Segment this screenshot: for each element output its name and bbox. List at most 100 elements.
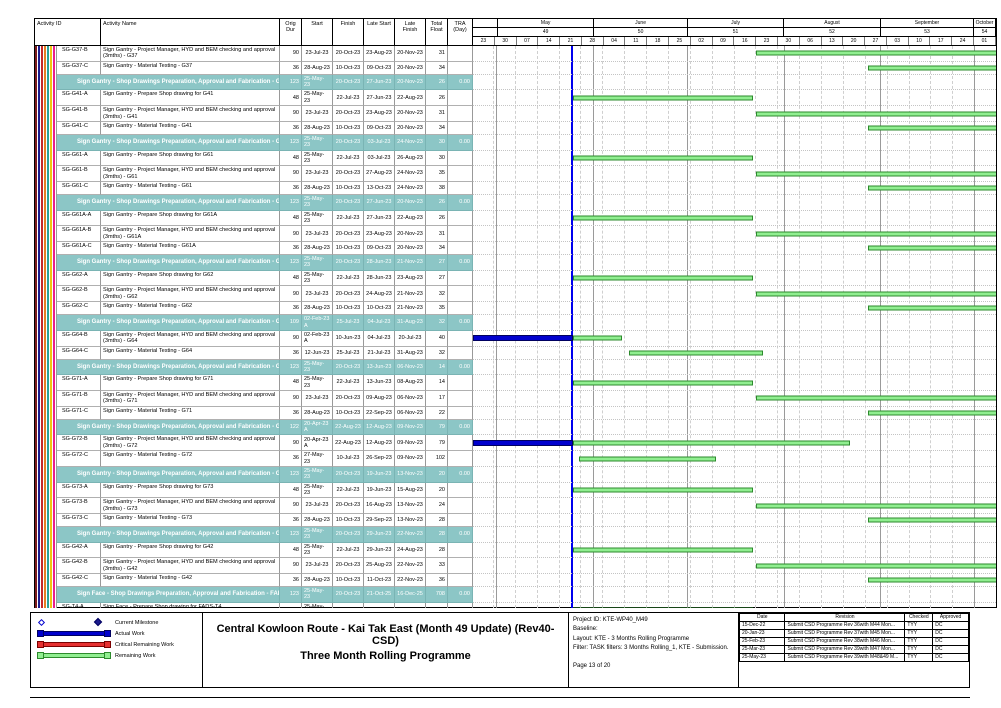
- timeline-week-label: 09: [713, 37, 735, 45]
- activity-name: Sign Gantry - Prepare Shop drawing for G…: [101, 270, 280, 287]
- activity-od: 48: [280, 542, 302, 559]
- gantt-row: [473, 211, 996, 227]
- activity-fn: 20-Oct-23: [333, 46, 364, 62]
- milestone-marker-icon: [93, 617, 103, 627]
- timeline-week-label: 04: [604, 37, 626, 45]
- group-od: 123: [280, 195, 302, 211]
- table-row: SG-G71-B Sign Gantry - Project Manager, H…: [35, 390, 996, 407]
- column-header: Late Finish: [395, 19, 426, 45]
- group-tra: 0.00: [448, 74, 473, 91]
- report-title: Central Kowloon Route - Kai Tak East (Mo…: [216, 623, 555, 647]
- activity-st: 25-May-23: [302, 90, 333, 107]
- gantt-row: [473, 226, 996, 243]
- bottom-rule: [30, 697, 970, 698]
- gantt-row: [473, 315, 996, 331]
- remaining-work-bar: [572, 607, 754, 608]
- gantt-row: [473, 420, 996, 436]
- gantt-row: [473, 271, 996, 287]
- color-stripes: [35, 587, 57, 603]
- activity-st: 28-Aug-23: [302, 302, 333, 316]
- gantt-row: [473, 498, 996, 514]
- color-stripes: [35, 134, 57, 151]
- legend-bar: [40, 631, 108, 636]
- activity-name: Sign Gantry - Project Manager, HYD and B…: [101, 286, 280, 303]
- activity-st: 28-Aug-23: [302, 406, 333, 420]
- activity-tf: 27: [426, 270, 448, 287]
- group-lf: 13-Nov-23: [395, 466, 426, 483]
- timeline-week-label: 24: [952, 37, 974, 45]
- color-stripes: [35, 226, 57, 243]
- gantt-row: [473, 467, 996, 483]
- activity-ls: 27-Jun-23: [364, 210, 395, 227]
- activity-lf: 20-Nov-23: [395, 121, 426, 135]
- group-tra: 0.00: [448, 526, 473, 543]
- legend: Current Milestone Actual Work Critical Rem…: [31, 613, 203, 687]
- timeline-week-label: 23: [473, 37, 495, 45]
- table-row: SG-G72-C Sign Gantry - Material Testing -…: [35, 451, 996, 467]
- activity-name: Sign Gantry - Prepare Shop drawing for G…: [101, 375, 280, 391]
- activity-tra: [448, 330, 473, 347]
- activity-id: SG-G73-B: [57, 498, 101, 514]
- project-info: Project ID: KTE-WP40_M49 Baseline: Layout:…: [569, 613, 739, 687]
- activity-od: 90: [280, 166, 302, 183]
- group-lf: 24-Nov-23: [395, 134, 426, 151]
- remaining-work-bar: [756, 563, 996, 569]
- activity-fn: 20-Oct-23: [333, 498, 364, 514]
- activity-od: 48: [280, 90, 302, 107]
- table-row: SG-G71-C Sign Gantry - Material Testing -…: [35, 406, 996, 420]
- activity-ls: 27-Jun-23: [364, 90, 395, 107]
- activity-od: 90: [280, 226, 302, 243]
- group-row: Sign Gantry - Shop Drawings Preparation,…: [35, 134, 996, 151]
- activity-fn: 10-Oct-23: [333, 121, 364, 135]
- activity-ls: 28-Jun-23: [364, 270, 395, 287]
- timeline-week-label: 10: [909, 37, 931, 45]
- activity-od: 36: [280, 242, 302, 256]
- activity-fn: 10-Oct-23: [333, 242, 364, 256]
- table-row: SG-G73-C Sign Gantry - Material Testing -…: [35, 513, 996, 527]
- activity-tf: 26: [426, 210, 448, 227]
- color-stripes: [35, 602, 57, 608]
- group-ls: 12-Aug-23: [364, 419, 395, 436]
- activity-tra: [448, 390, 473, 407]
- column-header: TRA (Day): [448, 19, 473, 45]
- activity-st: 23-Jul-23: [302, 226, 333, 243]
- activity-id: SG-G37-B: [57, 46, 101, 62]
- gantt-row: [473, 166, 996, 183]
- gantt-row: [473, 360, 996, 376]
- activity-st: 27-May-23: [302, 451, 333, 467]
- activity-tra: [448, 602, 473, 608]
- color-stripes: [35, 195, 57, 211]
- activity-id: SG-G61-C: [57, 182, 101, 196]
- group-name: Sign Gantry - Shop Drawings Preparation,…: [57, 255, 280, 271]
- activity-od: 90: [280, 435, 302, 452]
- group-fn: 20-Oct-23: [333, 587, 364, 603]
- activity-name: Sign Face - Prepare Shop drawing for FAD…: [101, 602, 280, 608]
- timeline-week-label: 01: [974, 37, 996, 45]
- gantt-row: [473, 151, 996, 167]
- remaining-work-bar: [756, 291, 996, 297]
- group-row: Sign Gantry - Shop Drawings Preparation,…: [35, 195, 996, 211]
- color-stripes: [35, 166, 57, 183]
- timeline-week-label: 13: [822, 37, 844, 45]
- activity-tra: [448, 375, 473, 391]
- color-stripes: [35, 558, 57, 575]
- color-stripes: [35, 270, 57, 287]
- activity-ls: 16-Aug-23: [364, 498, 395, 514]
- activity-id: SG-G62-C: [57, 302, 101, 316]
- remaining-work-bar: [868, 185, 996, 191]
- green-bar-icon: [37, 651, 111, 660]
- legend-bar: [40, 653, 108, 658]
- activity-ls: 24-Aug-23: [364, 286, 395, 303]
- color-stripes: [35, 498, 57, 514]
- gantt-row: [473, 255, 996, 271]
- activity-id: SG-G61-B: [57, 166, 101, 183]
- color-stripes: [35, 315, 57, 331]
- revision-cell: 25-May-23: [738, 653, 786, 662]
- activity-od: 36: [280, 406, 302, 420]
- activity-st: 28-Aug-23: [302, 121, 333, 135]
- group-fn: 20-Oct-23: [333, 134, 364, 151]
- group-fn: 20-Oct-23: [333, 255, 364, 271]
- group-tra: 0.00: [448, 195, 473, 211]
- activity-tf: 24: [426, 498, 448, 514]
- activity-tra: [448, 542, 473, 559]
